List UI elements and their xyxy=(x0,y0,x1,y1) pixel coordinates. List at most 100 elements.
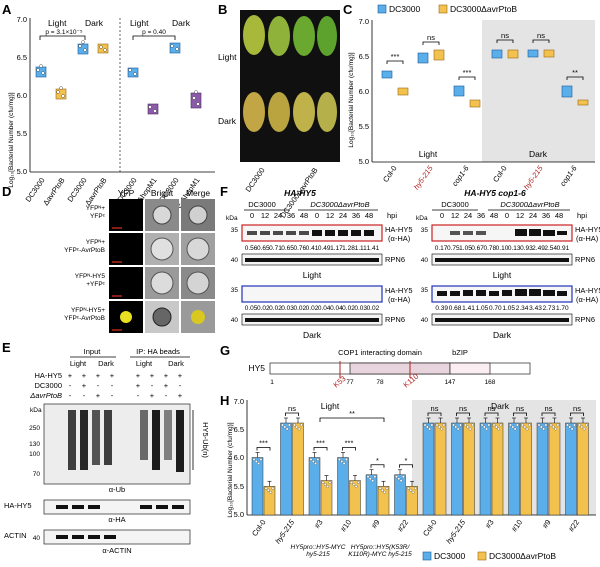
g-k110: K110 xyxy=(402,372,421,390)
h-bar xyxy=(548,422,561,516)
h-bar xyxy=(434,422,447,516)
h-geno: hy5-215 xyxy=(306,551,330,558)
e-dark: Dark xyxy=(98,359,114,368)
g-num: 78 xyxy=(376,379,384,386)
y-tick: 7.0 xyxy=(234,397,244,406)
row-label: YFPᴺ+ xyxy=(86,205,105,212)
panel-a-light-2: Light xyxy=(130,18,149,28)
panel-c-ylabel: Log₁₀[Bacterial Number (cfu/mg)] xyxy=(348,52,355,147)
panel-b-label: B xyxy=(218,2,227,17)
g-num: 147 xyxy=(445,379,456,386)
e-smears xyxy=(68,410,184,472)
h-xlabel: hy5-215 xyxy=(273,517,296,545)
h-sig-mark: * xyxy=(376,456,379,465)
col-merge: Merge xyxy=(186,188,210,198)
box-avre-dark xyxy=(190,92,202,109)
f-val: 0.05 xyxy=(245,305,258,312)
e-sign: - xyxy=(97,381,100,390)
col-yfp: YFP xyxy=(118,188,135,198)
e-ab-ub: α-Ub xyxy=(109,485,125,494)
col-bright: Bright xyxy=(151,188,174,198)
e-ab-ha: α-HA xyxy=(108,515,125,524)
f-val: 0.68 xyxy=(449,305,462,312)
y-tick: 6.0 xyxy=(359,87,369,96)
f-val: 0.02 xyxy=(269,305,282,312)
f-rpn6: RPN6 xyxy=(385,315,405,324)
h-bar xyxy=(337,457,349,516)
h-between-sig: ** xyxy=(349,409,355,418)
e-sign: + xyxy=(136,381,141,390)
f-time: 0 xyxy=(505,211,509,220)
h-bars xyxy=(251,417,589,516)
h-geno: K110R)-MYC hy5-215 xyxy=(348,551,412,558)
y-tick: 5.0 xyxy=(359,157,369,166)
e-actin-blot xyxy=(43,529,191,545)
x-label: cop1-6 xyxy=(558,163,579,188)
f-val: 2.34 xyxy=(516,305,529,312)
f-val: 1.41 xyxy=(462,305,475,312)
panel-c-dark: Dark xyxy=(529,149,548,159)
e-sign: + xyxy=(82,381,87,390)
h-xlabel: #3 xyxy=(483,518,495,530)
legend-dc3000: DC3000 xyxy=(389,4,420,14)
h-sig-mark: *** xyxy=(345,439,354,448)
mw: 40 xyxy=(421,317,429,324)
e-row-label: HA-HY5 xyxy=(34,371,62,380)
f-val: 1.41 xyxy=(367,245,380,252)
box-avre xyxy=(147,103,159,115)
h-bar xyxy=(520,422,532,516)
f-aha: (α-HA) xyxy=(576,234,599,243)
f-val: 1.11 xyxy=(355,245,368,252)
e-sign: + xyxy=(82,371,87,380)
f-ha-hy5: HA-HY5 xyxy=(385,286,413,295)
leaves xyxy=(243,15,337,132)
g-cop1: COP1 interacting domain xyxy=(338,348,422,357)
h-bar xyxy=(422,422,435,516)
f-time: 12 xyxy=(516,211,524,220)
h-sig-mark: ns xyxy=(516,404,524,413)
h-xlabel: #3 xyxy=(312,518,324,530)
y-tick: 6.5 xyxy=(359,52,369,61)
f-rpn6: RPN6 xyxy=(575,255,595,264)
f-val: 2.54 xyxy=(544,245,557,252)
e-dark-2: Dark xyxy=(168,359,184,368)
f-hpi: hpi xyxy=(577,211,587,220)
box-dc3000-2 xyxy=(127,67,139,78)
x-label: hy5-215 xyxy=(412,163,435,191)
e-sign: - xyxy=(137,391,140,400)
h-xlabel: #9 xyxy=(369,518,381,530)
panel-a-pvalue-1: p = 3.1×10⁻⁵ xyxy=(45,29,83,36)
panel-c-boxes xyxy=(381,49,589,108)
f-aha: (α-HA) xyxy=(388,234,411,243)
h-sig-mark: ns xyxy=(431,404,439,413)
h-geno: HY5pro::HY5-MYC xyxy=(291,544,346,551)
legend-avrptob: DC3000ΔavrPtoB xyxy=(450,4,517,14)
row-label: YFPᴺ+ xyxy=(86,239,105,246)
g-num: 1 xyxy=(270,379,274,386)
panel-c-light: Light xyxy=(419,149,438,159)
h-bar xyxy=(280,422,292,516)
panel-a-dark: Dark xyxy=(85,18,104,28)
mw: 70 xyxy=(33,471,41,478)
h-bar xyxy=(565,422,577,516)
e-light-2: Light xyxy=(136,359,153,368)
f-time: 48 xyxy=(555,211,563,220)
x-label: cop1-6 xyxy=(450,163,471,188)
f-val: 0.65 xyxy=(281,245,294,252)
e-sign: - xyxy=(151,381,154,390)
e-sign: - xyxy=(111,391,114,400)
f-vals: 0.39 0.68 1.41 1.05 0.70 1.05 2.34 3.43 2.73 1.70 xyxy=(435,305,569,312)
y-tick: 6.5 xyxy=(17,53,27,62)
bzip-domain xyxy=(449,362,491,375)
row-label: YFPᴺ-HY5+ xyxy=(71,307,105,314)
panel-a-pvalue-2: p = 0.40 xyxy=(142,29,166,36)
y-tick: 6.0 xyxy=(17,91,27,100)
f-time: 36 xyxy=(542,211,550,220)
f-vals: 0.17 0.75 1.05 0.67 0.78 0.10 0.13 0.93 2.49 2.54… xyxy=(435,245,570,252)
f-time: 0 xyxy=(250,211,254,220)
f-val: 0.49 xyxy=(318,245,331,252)
f-kda-2: kDa xyxy=(416,215,428,222)
e-sign: + xyxy=(164,371,169,380)
f-time: 24 xyxy=(274,211,282,220)
